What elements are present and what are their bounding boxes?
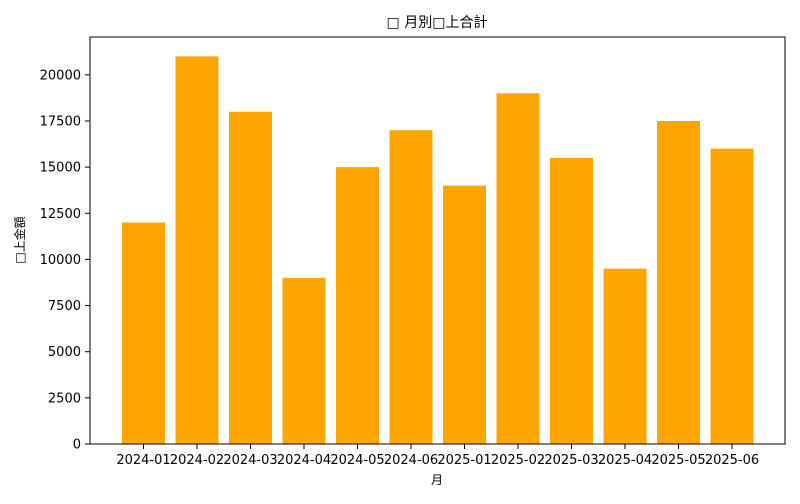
bar-2025-06 [710,148,754,444]
y-tick-label: 20000 [40,68,81,83]
x-tick-label: 2024-02 [170,453,224,468]
y-axis-label: □上金額 [12,216,27,263]
y-tick-label: 5000 [48,345,81,360]
chart-title: □ 月別□上合計 [387,15,488,31]
bar-2024-01 [122,222,165,444]
plot-frame [89,36,786,445]
x-tick-label: 2024-06 [384,453,438,468]
y-tick-label: 2500 [48,391,81,406]
y-tick-label: 15000 [40,161,81,176]
x-tick-label: 2024-03 [223,453,277,468]
bar-2025-01 [443,185,486,445]
x-tick-label: 2025-03 [544,453,598,468]
bar-2025-02 [496,93,540,444]
x-tick-label: 2025-06 [705,453,759,468]
x-axis-label: 月 [431,473,443,487]
y-tick-label: 0 [73,438,81,453]
bar-2024-02 [175,56,219,444]
x-tick-label: 2024-05 [330,453,384,468]
bar-2025-04 [603,268,647,444]
x-tick-label: 2024-01 [116,453,170,468]
x-tick-label: 2024-04 [277,453,331,468]
bar-2025-05 [657,120,700,444]
bar-2024-03 [229,111,272,445]
bars-layer [122,56,754,445]
y-tick-label: 12500 [40,207,81,222]
x-tick-label: 2025-02 [491,453,545,468]
bar-2024-04 [282,277,326,444]
x-axis: 2024-01 2024-02 2024-03 2024-04 2024-05 2024-… [116,444,759,468]
bar-2024-06 [389,130,433,445]
x-tick-label: 2025-05 [651,453,705,468]
y-tick-label: 17500 [40,114,81,129]
y-tick-label: 7500 [48,299,81,314]
y-tick-label: 10000 [40,253,81,268]
bar-2025-03 [550,157,593,445]
y-axis: 0 2500 5000 7500 10000 12500 15000 17500 20000 [40,68,90,453]
bar-2024-05 [336,167,379,444]
x-tick-label: 2025-01 [437,453,491,468]
x-tick-label: 2025-04 [598,453,652,468]
